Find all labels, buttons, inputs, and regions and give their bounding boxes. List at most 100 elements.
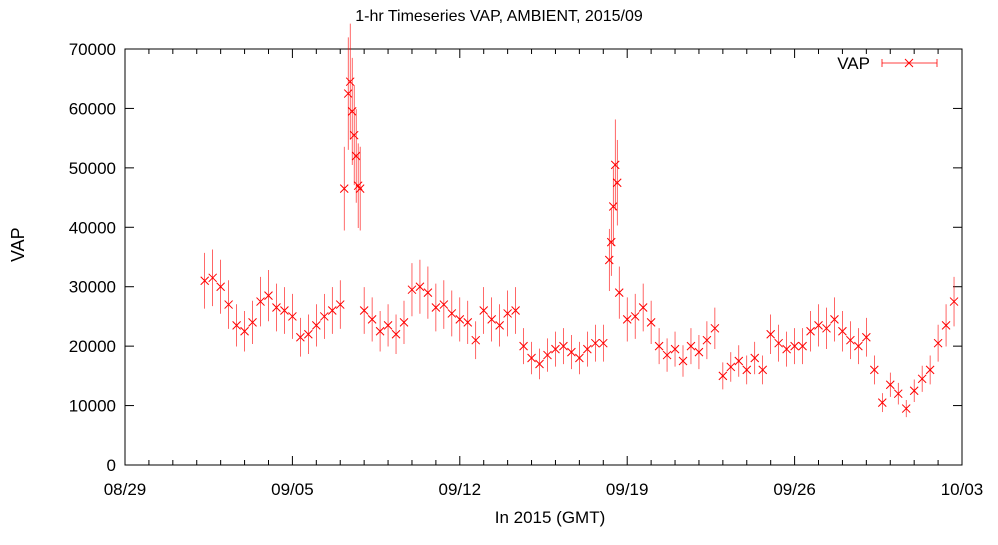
marker-stroke xyxy=(638,303,648,312)
data-point xyxy=(359,287,369,334)
data-point xyxy=(893,382,903,405)
data-point xyxy=(343,37,353,150)
data-point xyxy=(654,328,664,365)
data-point xyxy=(742,355,752,385)
marker-stroke xyxy=(431,303,441,312)
data-point xyxy=(822,307,831,350)
marker-stroke xyxy=(598,338,608,348)
x-tick-label: 09/12 xyxy=(439,480,482,499)
data-point xyxy=(758,355,768,385)
marker-stroke xyxy=(798,341,807,351)
marker-stroke xyxy=(582,344,592,354)
data-point xyxy=(319,293,329,339)
marker-stroke xyxy=(439,300,449,309)
y-tick-label: 50000 xyxy=(69,159,116,178)
data-point xyxy=(272,283,281,332)
y-tick-label: 20000 xyxy=(69,337,116,356)
data-points xyxy=(200,23,959,418)
marker-stroke xyxy=(353,181,363,191)
marker-stroke xyxy=(407,285,417,295)
marker-stroke xyxy=(349,130,359,140)
data-point xyxy=(471,321,481,360)
marker-stroke xyxy=(694,347,704,357)
marker-stroke xyxy=(734,356,744,366)
marker-stroke xyxy=(471,335,481,345)
marker-stroke xyxy=(240,326,249,336)
data-point xyxy=(349,85,359,186)
data-point xyxy=(280,287,289,334)
x-axis: 08/29 09/05 09/12 09/19 09/26 10/03 xyxy=(104,49,984,499)
marker-stroke xyxy=(742,365,752,375)
data-point xyxy=(200,252,210,309)
x-axis-label: In 2015 (GMT) xyxy=(494,508,606,527)
data-point xyxy=(256,276,265,327)
marker-stroke xyxy=(527,353,536,363)
data-point xyxy=(869,355,879,385)
data-point xyxy=(694,334,704,370)
data-point xyxy=(240,311,249,352)
marker-stroke xyxy=(893,389,903,399)
data-point xyxy=(630,293,640,339)
data-point xyxy=(622,297,632,342)
x-tick-label: 10/03 xyxy=(941,480,984,499)
marker-stroke xyxy=(822,323,831,333)
marker-stroke xyxy=(917,374,927,384)
marker-stroke xyxy=(774,338,784,348)
data-point xyxy=(949,276,959,327)
data-point xyxy=(790,328,799,365)
marker-stroke xyxy=(702,335,712,345)
data-point xyxy=(901,399,911,418)
data-point xyxy=(208,249,218,307)
marker-stroke xyxy=(854,341,863,351)
marker-stroke xyxy=(790,341,799,351)
data-point xyxy=(407,263,417,317)
data-point xyxy=(846,321,855,360)
marker-stroke xyxy=(208,273,218,283)
data-point xyxy=(479,287,489,334)
marker-stroke xyxy=(559,341,568,351)
marker-stroke xyxy=(630,312,640,321)
data-point xyxy=(447,290,457,337)
data-point xyxy=(375,311,385,352)
data-point xyxy=(814,304,823,347)
x-tick-label: 09/26 xyxy=(773,480,816,499)
marker-stroke xyxy=(654,341,664,351)
marker-stroke xyxy=(608,202,618,211)
marker-stroke xyxy=(280,306,289,315)
data-point xyxy=(877,393,887,413)
data-point xyxy=(463,300,473,344)
marker-stroke xyxy=(861,332,871,342)
x-tick-label: 09/05 xyxy=(271,480,314,499)
marker-stroke xyxy=(551,344,560,354)
x-tick-label: 09/19 xyxy=(606,480,649,499)
data-point xyxy=(543,338,552,372)
legend-label: VAP xyxy=(837,54,870,73)
marker-stroke xyxy=(901,404,911,413)
marker-stroke xyxy=(885,380,895,390)
marker-stroke xyxy=(200,276,210,286)
data-point xyxy=(487,297,497,342)
marker-stroke xyxy=(345,77,355,87)
marker-stroke xyxy=(503,309,512,318)
data-point xyxy=(399,300,409,344)
y-tick-label: 10000 xyxy=(69,397,116,416)
data-point xyxy=(798,328,807,365)
data-point xyxy=(391,314,401,355)
marker-stroke xyxy=(614,288,624,298)
marker-stroke xyxy=(925,365,935,375)
data-point xyxy=(726,352,736,382)
marker-stroke xyxy=(495,320,505,330)
marker-stroke xyxy=(296,332,305,342)
marker-stroke xyxy=(575,353,584,363)
data-point xyxy=(925,355,935,385)
chart-title: 1-hr Timeseries VAP, AMBIENT, 2015/09 xyxy=(355,8,643,25)
y-tick-label: 70000 xyxy=(69,40,116,59)
y-axis: 0 10000 20000 30000 40000 50000 60000 70000 xyxy=(69,40,962,475)
data-point xyxy=(854,328,863,365)
y-tick-label: 60000 xyxy=(69,99,116,118)
data-point xyxy=(662,338,672,372)
data-point xyxy=(519,328,528,365)
data-point xyxy=(567,334,576,370)
marker-stroke xyxy=(383,320,393,330)
